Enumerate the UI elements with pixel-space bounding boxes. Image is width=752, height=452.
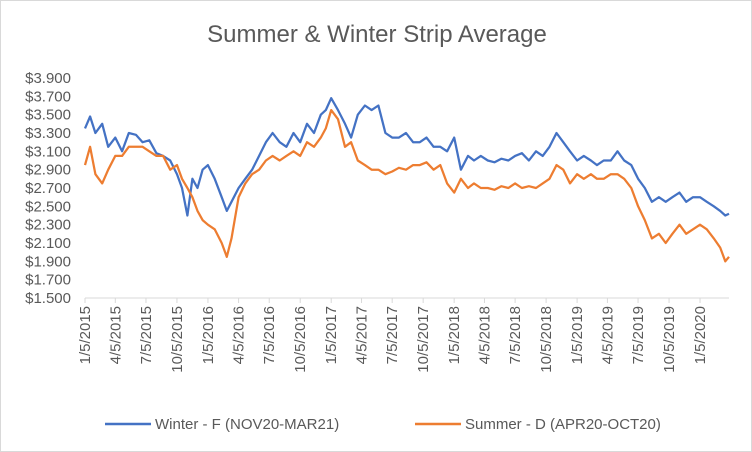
x-tick-label: 7/5/2019	[630, 306, 647, 364]
legend: Winter - F (NOV20-MAR21) Summer - D (APR2…	[105, 416, 661, 433]
y-axis: $3.900$3.700 $3.500$3.300$3.100 $2.900$2.7…	[25, 70, 71, 307]
x-tick-label: 10/5/2019	[661, 306, 678, 373]
chart-title: Summer & Winter Strip Average	[207, 21, 547, 48]
y-tick-label: $3.300	[25, 125, 71, 142]
x-tick-label: 10/5/2018	[538, 306, 555, 373]
legend-label: Summer - D (APR20-OCT20)	[465, 416, 661, 433]
x-tick-label: 10/5/2017	[415, 306, 432, 373]
y-tick-label: $3.100	[25, 143, 71, 160]
x-tick-label: 10/5/2015	[169, 306, 186, 373]
x-tick-label: 1/5/2019	[569, 306, 586, 364]
x-tick-label: 7/5/2016	[261, 306, 278, 364]
x-tick-label: 1/5/2020	[692, 306, 709, 364]
x-axis: 1/5/2015 4/5/2015 7/5/2015 10/5/2015 1/5/201…	[77, 297, 729, 373]
series-line-winter	[83, 97, 730, 217]
y-tick-label: $1.900	[25, 253, 71, 270]
x-tick-label: 4/5/2015	[107, 306, 124, 364]
y-tick-label: $2.300	[25, 217, 71, 234]
y-tick-label: $2.900	[25, 162, 71, 179]
x-tick-label: 4/5/2016	[231, 306, 248, 364]
x-tick-label: 1/5/2015	[77, 306, 94, 364]
x-tick-label: 4/5/2018	[476, 306, 493, 364]
y-tick-label: $3.700	[25, 88, 71, 105]
y-tick-label: $3.900	[25, 70, 71, 87]
y-tick-label: $1.700	[25, 272, 71, 289]
x-tick-label: 10/5/2016	[292, 306, 309, 373]
y-tick-label: $3.500	[25, 107, 71, 124]
x-tick-label: 1/5/2018	[446, 306, 463, 364]
x-tick-label: 4/5/2017	[354, 306, 371, 364]
y-tick-label: $1.500	[25, 290, 71, 307]
x-tick-label: 7/5/2018	[507, 306, 524, 364]
x-tick-label: 1/5/2017	[323, 306, 340, 364]
x-tick-label: 1/5/2016	[200, 306, 217, 364]
legend-label: Winter - F (NOV20-MAR21)	[155, 416, 339, 433]
x-tick-label: 7/5/2017	[384, 306, 401, 364]
y-tick-label: $2.700	[25, 180, 71, 197]
y-tick-label: $2.500	[25, 198, 71, 215]
series-line-summer	[83, 108, 730, 263]
x-tick-label: 7/5/2015	[138, 306, 155, 364]
y-tick-label: $2.100	[25, 235, 71, 252]
x-tick-label: 4/5/2019	[599, 306, 616, 364]
plot-area	[83, 97, 730, 263]
